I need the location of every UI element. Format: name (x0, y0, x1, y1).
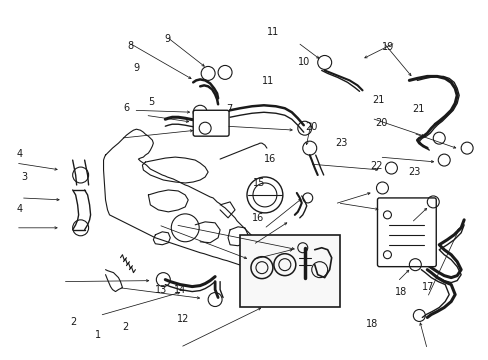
Text: 17: 17 (422, 282, 434, 292)
Text: 16: 16 (251, 213, 264, 222)
Text: 5: 5 (147, 97, 154, 107)
FancyBboxPatch shape (377, 198, 435, 267)
Text: 8: 8 (127, 41, 133, 50)
Text: 12: 12 (177, 314, 189, 324)
Text: 21: 21 (371, 95, 384, 105)
Text: 18: 18 (365, 319, 378, 329)
Text: 3: 3 (21, 172, 27, 182)
Text: 2: 2 (70, 317, 76, 327)
Text: 20: 20 (305, 122, 317, 132)
Text: 21: 21 (412, 104, 424, 114)
Text: 22: 22 (370, 161, 383, 171)
Text: 14: 14 (174, 285, 186, 296)
Text: 18: 18 (394, 287, 407, 297)
Text: 7: 7 (225, 104, 232, 114)
Text: 19: 19 (381, 42, 393, 51)
Text: 2: 2 (122, 322, 128, 332)
Text: 9: 9 (164, 35, 170, 44)
Text: 11: 11 (266, 27, 278, 37)
Text: 1: 1 (95, 330, 101, 340)
FancyBboxPatch shape (240, 235, 339, 306)
Text: 13: 13 (154, 285, 166, 296)
Text: 15: 15 (252, 178, 265, 188)
Text: 10: 10 (297, 57, 309, 67)
Text: 23: 23 (407, 167, 419, 177)
Text: 6: 6 (123, 103, 129, 113)
FancyBboxPatch shape (193, 110, 228, 136)
Text: 9: 9 (133, 63, 139, 73)
Text: 16: 16 (263, 154, 275, 164)
Text: 4: 4 (17, 149, 22, 159)
Text: 11: 11 (261, 76, 273, 86)
Text: 23: 23 (334, 139, 346, 148)
Polygon shape (103, 129, 266, 268)
Text: 4: 4 (17, 204, 22, 214)
Text: 20: 20 (375, 118, 387, 128)
